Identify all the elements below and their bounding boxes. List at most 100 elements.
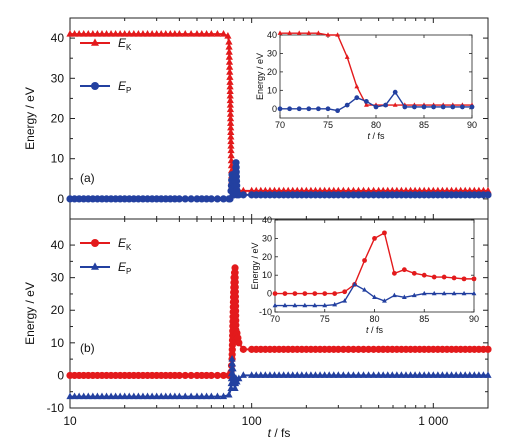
data-point bbox=[434, 371, 442, 378]
data-point bbox=[213, 392, 222, 400]
data-point bbox=[311, 186, 320, 194]
data-point bbox=[181, 29, 189, 37]
data-point bbox=[388, 186, 396, 194]
data-point bbox=[284, 186, 292, 194]
inset-data-point bbox=[322, 291, 328, 296]
data-point bbox=[98, 392, 106, 400]
data-point bbox=[293, 186, 301, 194]
data-point bbox=[359, 186, 368, 194]
data-point bbox=[339, 371, 347, 378]
inset-y-tick-label: 0 bbox=[272, 104, 277, 114]
panel-a: 0 10 20 30 40 Energy / eV (a) EK EP 0 10 20 30 40 70 75… bbox=[23, 18, 492, 219]
data-point bbox=[420, 186, 428, 194]
data-point bbox=[153, 29, 161, 37]
data-point bbox=[379, 186, 387, 194]
data-point bbox=[261, 371, 269, 378]
inset-data-point bbox=[362, 258, 367, 263]
data-point bbox=[349, 191, 358, 199]
data-point bbox=[354, 186, 363, 194]
data-point bbox=[84, 29, 92, 37]
data-point bbox=[239, 191, 247, 199]
inset-data-point bbox=[382, 230, 387, 236]
inset-data-point bbox=[382, 298, 387, 303]
data-point bbox=[227, 119, 235, 126]
inset-data-point bbox=[372, 294, 377, 299]
data-point bbox=[166, 392, 174, 400]
data-point bbox=[153, 392, 161, 400]
data-point bbox=[121, 392, 129, 400]
data-point bbox=[364, 191, 373, 199]
inset-data-point bbox=[312, 302, 318, 308]
data-point bbox=[98, 29, 106, 37]
data-point bbox=[70, 29, 79, 37]
panel-label: (a) bbox=[80, 171, 95, 185]
inset-y-axis-label: Energy / eV bbox=[250, 242, 260, 289]
data-point bbox=[219, 195, 228, 203]
y-tick-label: 40 bbox=[51, 238, 65, 252]
data-point bbox=[239, 186, 247, 194]
data-point bbox=[461, 371, 469, 378]
inset-data-point bbox=[392, 89, 398, 95]
inset-data-point bbox=[364, 99, 369, 104]
data-point bbox=[443, 186, 451, 194]
data-point bbox=[334, 191, 342, 199]
inset-data-point bbox=[440, 104, 446, 110]
data-point bbox=[187, 29, 195, 37]
data-point bbox=[226, 100, 234, 108]
data-point bbox=[228, 354, 236, 362]
data-point bbox=[393, 186, 401, 194]
inset-data-point bbox=[296, 30, 302, 35]
data-point bbox=[364, 186, 373, 194]
inset-data-point bbox=[322, 302, 328, 308]
data-point bbox=[93, 392, 102, 400]
data-point bbox=[369, 191, 378, 199]
data-point bbox=[171, 29, 179, 37]
inset-data-point bbox=[352, 281, 357, 287]
legend-marker bbox=[91, 38, 99, 46]
data-point bbox=[359, 371, 368, 378]
inset-data-point bbox=[411, 270, 417, 276]
data-point bbox=[213, 371, 222, 380]
inset-series-markers-e-p bbox=[277, 89, 475, 114]
data-point bbox=[388, 371, 396, 378]
data-point bbox=[411, 371, 419, 378]
data-point bbox=[252, 371, 260, 378]
data-point bbox=[116, 392, 124, 400]
data-point bbox=[457, 371, 465, 378]
data-point bbox=[207, 392, 215, 400]
x-axis-label: t / fs bbox=[268, 426, 291, 440]
data-point bbox=[226, 63, 234, 70]
data-point bbox=[227, 128, 235, 135]
data-point bbox=[289, 371, 297, 378]
data-point bbox=[80, 29, 88, 37]
data-point bbox=[484, 191, 492, 199]
legend-label: EK bbox=[118, 236, 132, 252]
inset-data-point bbox=[332, 291, 338, 296]
data-point bbox=[213, 29, 222, 37]
data-point bbox=[226, 114, 235, 122]
data-point bbox=[270, 371, 279, 378]
inset-data-point bbox=[316, 30, 321, 35]
data-point bbox=[402, 186, 410, 194]
inset-x-tick-label: 75 bbox=[320, 314, 330, 324]
data-point bbox=[175, 195, 183, 203]
data-point bbox=[225, 53, 233, 60]
inset-b: -10 0 10 20 30 40 70 75 80 85 90 t / fs Energy / eV bbox=[250, 215, 479, 335]
data-point bbox=[452, 371, 460, 378]
data-point bbox=[429, 371, 437, 378]
data-point bbox=[257, 186, 265, 194]
data-point bbox=[447, 186, 456, 194]
data-point bbox=[228, 359, 237, 367]
data-point bbox=[148, 29, 156, 37]
data-point bbox=[229, 364, 237, 372]
inset-y-tick-label: -10 bbox=[259, 307, 272, 317]
data-point bbox=[475, 186, 483, 194]
data-point bbox=[219, 29, 228, 37]
data-point bbox=[139, 29, 147, 37]
data-point bbox=[102, 392, 111, 400]
data-point bbox=[349, 345, 358, 353]
data-point bbox=[93, 29, 102, 37]
inset-y-tick-label: 40 bbox=[262, 215, 272, 225]
data-point bbox=[316, 371, 324, 378]
data-point bbox=[364, 371, 373, 378]
